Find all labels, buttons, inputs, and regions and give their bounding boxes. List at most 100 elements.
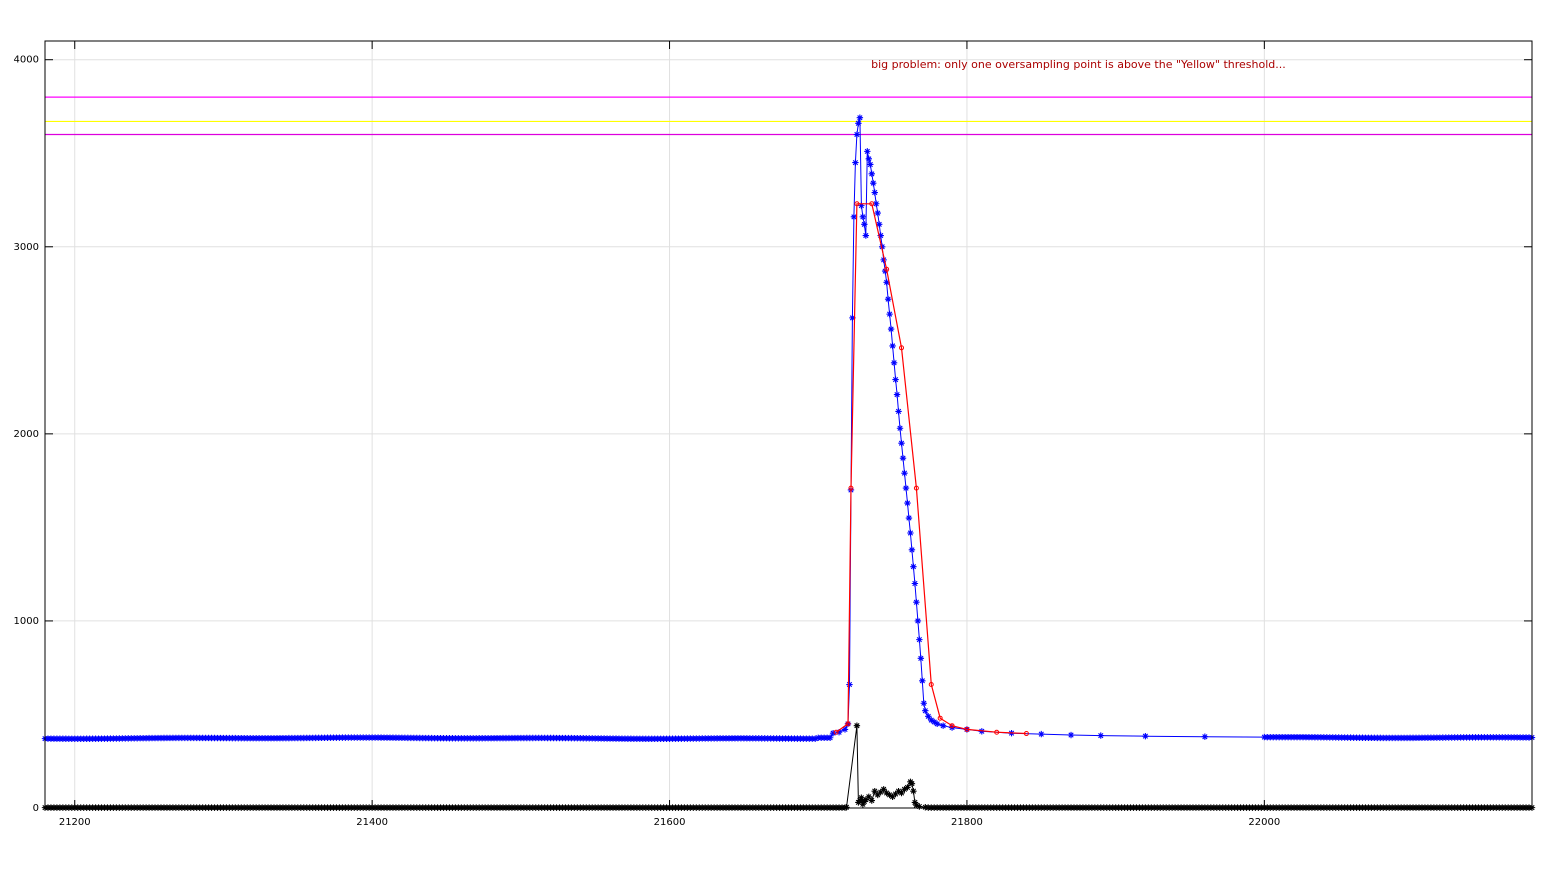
data-point-signal (865, 155, 872, 163)
data-point-signal (876, 221, 883, 228)
series-line-envelope (835, 203, 1027, 735)
ticks: 21200 21400 21600 21800 22000 0 1000 2000 3000 40… (14, 41, 1532, 828)
data-point-envelope (937, 715, 943, 721)
data-point-signal (919, 677, 926, 684)
data-point-error (853, 722, 861, 729)
data-point-signal (862, 232, 870, 239)
x-tick-label: 22000 (1248, 817, 1280, 828)
data-point-signal (868, 170, 875, 178)
data-point-signal (931, 718, 938, 726)
axes-frame (44, 40, 1533, 809)
data-point-envelope (848, 485, 854, 491)
data-point-envelope (1023, 731, 1029, 737)
data-point-signal (861, 221, 868, 228)
data-point-error (862, 796, 870, 803)
data-point-signal (883, 279, 890, 286)
data-point-signal (928, 716, 935, 724)
data-point-envelope (884, 266, 890, 272)
data-point-signal (892, 376, 899, 383)
x-tick-label: 21800 (951, 817, 983, 828)
data-point-signal (916, 636, 923, 643)
data-point-signal (858, 202, 865, 209)
data-point-error (874, 791, 881, 799)
data-point-error (877, 788, 884, 796)
data-point-envelope (913, 485, 919, 491)
y-tick-label: 1000 (14, 616, 39, 627)
data-point-signal (904, 499, 911, 507)
data-point-signal (1067, 731, 1075, 739)
data-point-error (913, 801, 920, 809)
data-point-error (901, 786, 908, 793)
data-point-error (886, 791, 893, 799)
data-point-signal (1038, 730, 1045, 738)
data-point-signal (920, 700, 928, 707)
y-tick-label: 4000 (14, 55, 39, 66)
annotation-text: big problem: only one oversampling point… (871, 58, 1286, 71)
data-point-signal (846, 681, 853, 688)
data-point-error (898, 789, 905, 797)
data-point-error (895, 787, 902, 795)
data-point-error (908, 780, 916, 787)
data-point-envelope (964, 726, 970, 732)
data-point-signal (889, 342, 896, 350)
data-point-signal (878, 243, 886, 250)
data-point-signal (1201, 733, 1209, 740)
data-point-signal (895, 408, 902, 415)
data-point-signal (896, 425, 904, 432)
data-point-signal (880, 256, 887, 264)
data-point-signal (934, 720, 941, 728)
data-point-error (889, 793, 896, 800)
data-point-error (859, 801, 867, 808)
data-point-signal (902, 484, 910, 492)
data-point-signal (922, 707, 929, 714)
data-point-signal (856, 114, 864, 121)
x-tick-label: 21600 (654, 817, 686, 828)
data-point-signal (910, 563, 917, 570)
data-point-error (904, 784, 911, 791)
data-point-envelope (994, 729, 1000, 735)
y-tick-label: 3000 (14, 242, 39, 253)
data-point-signal (884, 295, 892, 303)
data-point-signal (908, 546, 916, 554)
data-point-error (868, 797, 875, 804)
data-point-envelope (899, 345, 905, 351)
data-point-envelope (949, 723, 955, 729)
data-point-signal (898, 440, 905, 447)
data-point-signal (870, 179, 877, 187)
data-point-signal (914, 617, 922, 625)
data-point-error (880, 786, 887, 793)
series-envelope (833, 201, 1029, 737)
data-point-signal (835, 729, 843, 736)
data-point-error (856, 797, 864, 804)
data-point-envelope (869, 201, 875, 207)
data-point-signal (913, 599, 920, 606)
y-tick-label: 2000 (14, 429, 39, 440)
data-point-signal (886, 310, 893, 318)
data-point-signal (901, 469, 908, 477)
data-point-signal (859, 213, 867, 221)
data-point-signal (911, 580, 919, 587)
data-point-signal (829, 729, 837, 737)
data-point-signal (877, 232, 884, 239)
data-point-signal (874, 209, 881, 217)
data-point-error (843, 804, 850, 811)
data-point-error (865, 793, 872, 800)
data-point-signal (907, 529, 914, 537)
data-point-signal (917, 655, 925, 662)
data-point-signal (855, 120, 862, 127)
data-point-signal (899, 454, 907, 462)
data-point-error (911, 799, 919, 806)
data-point-signal (826, 734, 834, 741)
data-point-envelope (854, 201, 860, 207)
data-point-signal (853, 131, 861, 138)
data-point-signal (905, 514, 913, 522)
x-tick-label: 21400 (356, 817, 388, 828)
data-point-signal (890, 359, 898, 366)
data-point-envelope (928, 682, 934, 688)
data-point-signal (864, 148, 871, 155)
data-point-signal (812, 735, 819, 742)
data-point-error (892, 790, 899, 798)
data-point-error (883, 789, 890, 797)
threshold-lines (45, 96, 1532, 136)
